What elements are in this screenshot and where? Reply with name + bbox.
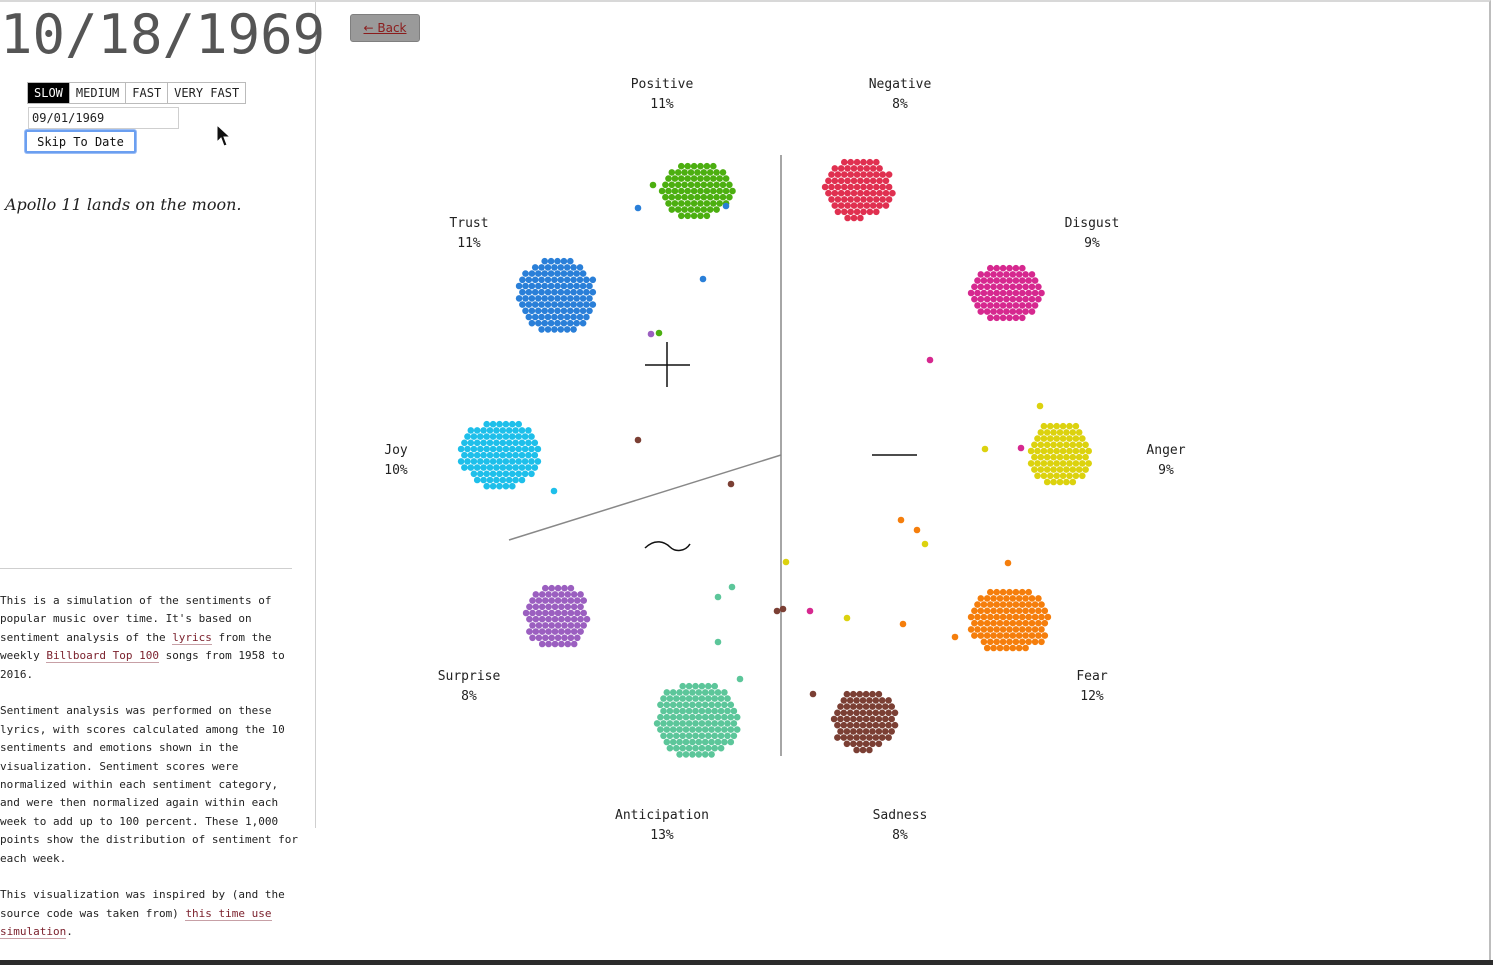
category-percent: 8% [892, 97, 908, 112]
category-name: Negative [868, 77, 932, 92]
label-fear: Fear 12% [1022, 667, 1162, 707]
category-name: Trust [449, 216, 489, 231]
about-text: This is a simulation of the sentiments o… [0, 592, 300, 960]
speed-medium-button[interactable]: MEDIUM [69, 83, 127, 103]
bottom-bar [0, 960, 1493, 965]
about-text-segment: This visualization was inspired by (and … [0, 888, 285, 920]
category-percent: 8% [892, 828, 908, 843]
category-name: Anger [1146, 443, 1186, 458]
category-percent: 10% [384, 463, 408, 478]
category-name: Positive [630, 77, 694, 92]
about-paragraph-1: This is a simulation of the sentiments o… [0, 592, 300, 684]
time-use-simulation-link[interactable]: this time use simulation [0, 906, 272, 940]
current-date: 10/18/1969 [0, 3, 326, 66]
label-disgust: Disgust 9% [1022, 214, 1162, 254]
about-text-segment: . [66, 925, 73, 939]
label-anger: Anger 9% [1096, 441, 1236, 481]
skip-to-date-button[interactable]: Skip To Date [25, 130, 136, 153]
label-joy: Joy 10% [326, 441, 466, 481]
label-surprise: Surprise 8% [399, 667, 539, 707]
lyrics-link[interactable]: lyrics [172, 630, 212, 645]
category-name: Sadness [872, 808, 928, 823]
category-name: Fear [1076, 669, 1108, 684]
category-name: Surprise [437, 669, 501, 684]
label-anticipation: Anticipation 13% [592, 806, 732, 846]
label-sadness: Sadness 8% [830, 806, 970, 846]
sidebar-separator [0, 568, 292, 569]
skip-date-input[interactable] [28, 107, 179, 129]
about-text-segment: songs from 1958 to 2016. [0, 649, 285, 681]
label-positive: Positive 11% [592, 75, 732, 115]
category-percent: 11% [650, 97, 674, 112]
category-percent: 13% [650, 828, 674, 843]
category-percent: 11% [457, 236, 481, 251]
category-percent: 8% [461, 689, 477, 704]
about-paragraph-3: This visualization was inspired by (and … [0, 886, 300, 941]
sidebar-divider [315, 2, 316, 828]
about-text-segment: This is a simulation of the sentiments o… [0, 594, 272, 644]
category-name: Joy [384, 443, 408, 458]
speed-slow-button[interactable]: SLOW [28, 83, 70, 103]
mouse-cursor-icon [216, 124, 232, 147]
label-negative: Negative 8% [830, 75, 970, 115]
about-paragraph-2: Sentiment analysis was performed on thes… [0, 704, 299, 865]
back-button[interactable]: ← Back [350, 14, 420, 42]
billboard-link[interactable]: Billboard Top 100 [46, 649, 159, 664]
about-text-segment: from the weekly [0, 630, 272, 663]
category-percent: 12% [1080, 689, 1104, 704]
speed-very-fast-button[interactable]: VERY FAST [168, 83, 246, 103]
label-trust: Trust 11% [399, 214, 539, 254]
category-name: Disgust [1064, 216, 1120, 231]
category-percent: 9% [1084, 236, 1100, 251]
event-caption: Apollo 11 lands on the moon. [5, 195, 242, 214]
category-name: Anticipation [615, 808, 709, 823]
category-percent: 9% [1158, 463, 1174, 478]
speed-selector: SLOW MEDIUM FAST VERY FAST [27, 82, 247, 104]
speed-fast-button[interactable]: FAST [126, 83, 169, 103]
